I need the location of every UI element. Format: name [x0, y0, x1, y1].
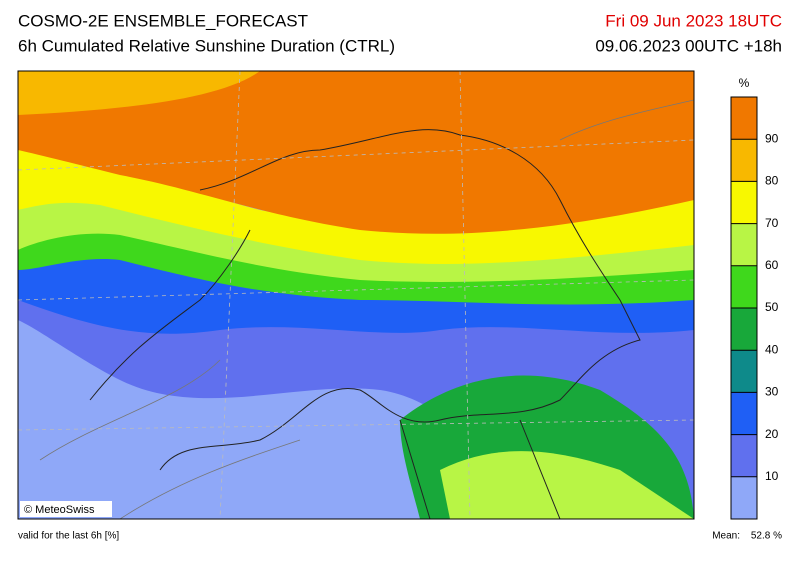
colorbar-unit: %: [739, 76, 750, 90]
colorbar-segment: [731, 223, 757, 266]
colorbar-segment: [731, 265, 757, 308]
colorbar-segment: [731, 181, 757, 224]
colorbar-tick-label: 40: [765, 342, 779, 356]
run-time: 09.06.2023 00UTC +18h: [595, 36, 782, 55]
colorbar-segment: [731, 476, 757, 519]
colorbar-segment: [731, 97, 757, 140]
copyright: © MeteoSwiss: [24, 504, 95, 516]
copyright-box: [20, 501, 112, 517]
colorbar-tick-label: 90: [765, 131, 779, 145]
subtitle: 6h Cumulated Relative Sunshine Duration …: [18, 36, 395, 55]
map: © MeteoSwiss: [17, 70, 695, 520]
title: COSMO-2E ENSEMBLE_FORECAST: [18, 11, 308, 30]
colorbar-tick-label: 80: [765, 174, 779, 188]
colorbar-tick-label: 30: [765, 385, 779, 399]
valid-date: Fri 09 Jun 2023 18UTC: [605, 11, 782, 30]
colorbar-segment: [731, 308, 757, 351]
mean-value: 52.8 %: [751, 531, 782, 542]
colorbar-tick-label: 50: [765, 300, 779, 314]
colorbar-tick-label: 20: [765, 427, 779, 441]
colorbar-frame: [730, 96, 758, 520]
colorbar-segment: [731, 139, 757, 182]
colorbar-tick-label: 10: [765, 469, 779, 483]
colorbar: % 10 20 30 40 50 60 70 80 90: [730, 76, 779, 520]
colorbar-segment: [731, 350, 757, 393]
colorbar-tick-label: 70: [765, 216, 779, 230]
mean-label: Mean:: [712, 531, 740, 542]
colorbar-segment: [731, 392, 757, 435]
colorbar-segment: [731, 434, 757, 477]
valid-note: valid for the last 6h [%]: [18, 531, 119, 542]
colorbar-tick-label: 60: [765, 258, 779, 272]
